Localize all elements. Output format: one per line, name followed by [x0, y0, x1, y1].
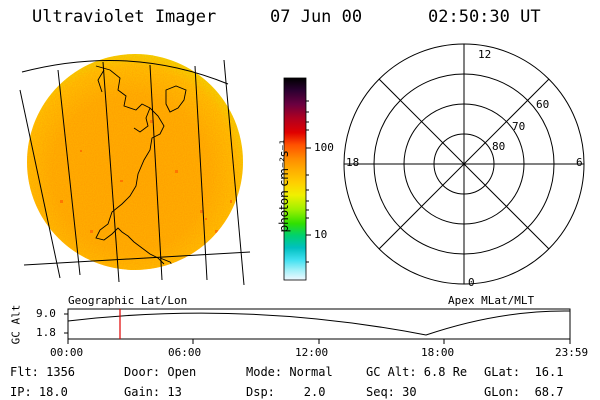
- gain-value: Gain: 13: [124, 385, 182, 399]
- time-tick-0600: 06:00: [168, 346, 202, 359]
- mlt-label-18: 18: [346, 156, 360, 169]
- time-label: 02:50:30 UT: [428, 7, 541, 27]
- geographic-caption: Geographic Lat/Lon: [68, 294, 188, 307]
- colorbar-ticks: [306, 100, 311, 263]
- colorbar: [283, 77, 307, 281]
- colorbar-tick-10: 10: [314, 228, 328, 241]
- sequence-value: Seq: 30: [366, 385, 417, 399]
- door-status: Door: Open: [124, 365, 197, 379]
- instrument-title: Ultraviolet Imager: [32, 7, 217, 27]
- uv-image-disk: [27, 54, 243, 270]
- altitude-ylabel: GC Alt: [9, 304, 23, 345]
- time-tick-1200: 12:00: [295, 346, 329, 359]
- graticule: [19, 59, 251, 286]
- date-label: 07 Jun 00: [270, 7, 363, 27]
- ip-value: IP: 18.0: [10, 385, 68, 399]
- geo-latitude: GLat: 16.1: [484, 365, 564, 379]
- time-tick-0000: 00:00: [50, 346, 84, 359]
- mlt-label-12: 12: [478, 48, 492, 61]
- colorbar-tick-100: 100: [314, 141, 334, 154]
- mlt-label-0: 0: [468, 276, 475, 289]
- polar-plot: [343, 43, 585, 285]
- time-tick-1800: 18:00: [421, 346, 455, 359]
- colorbar-unit-label: photon cm⁻²s⁻¹: [277, 139, 291, 233]
- mlt-label-6: 6: [576, 156, 583, 169]
- mlat-label-80: 80: [492, 140, 506, 153]
- altitude-plot: [64, 308, 571, 344]
- mode-status: Mode: Normal: [246, 365, 333, 379]
- altitude-ytick-1.8: 1.8: [36, 326, 56, 339]
- mlat-label-60: 60: [536, 98, 550, 111]
- flight-number: Flt: 1356: [10, 365, 76, 379]
- altitude-ytick-9: 9.0: [36, 307, 56, 320]
- apex-caption: Apex MLat/MLT: [448, 294, 535, 307]
- gc-altitude: GC Alt: 6.8 Re: [366, 365, 468, 379]
- mlat-label-70: 70: [512, 120, 526, 133]
- time-tick-2359: 23:59: [555, 346, 589, 359]
- geo-longitude: GLon: 68.7: [484, 385, 564, 399]
- dsp-value: Dsp: 2.0: [246, 385, 326, 399]
